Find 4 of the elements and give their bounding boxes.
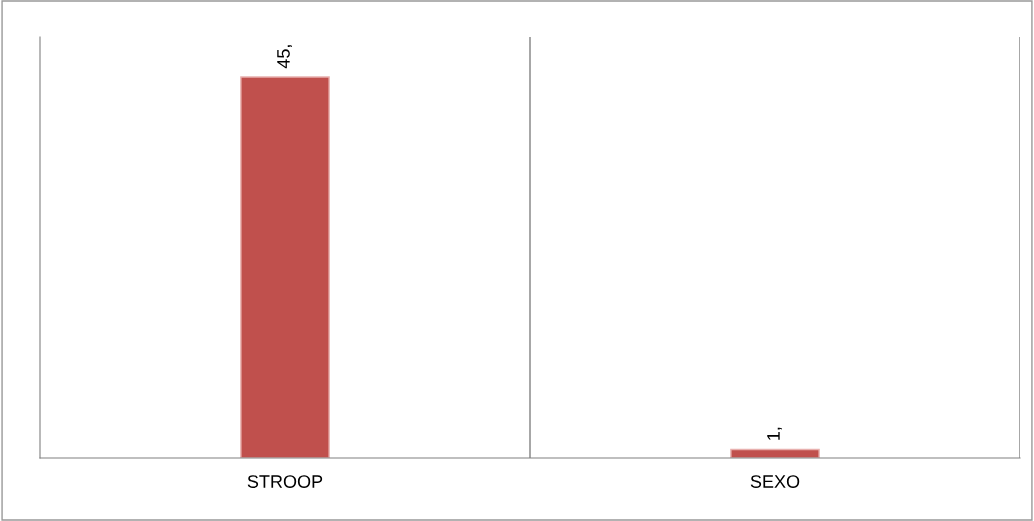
x-tick-label: STROOP: [247, 475, 323, 488]
data-label: 45,: [277, 45, 292, 69]
x-tick-label: SEXO: [750, 475, 800, 488]
data-label: 1,: [767, 427, 782, 440]
